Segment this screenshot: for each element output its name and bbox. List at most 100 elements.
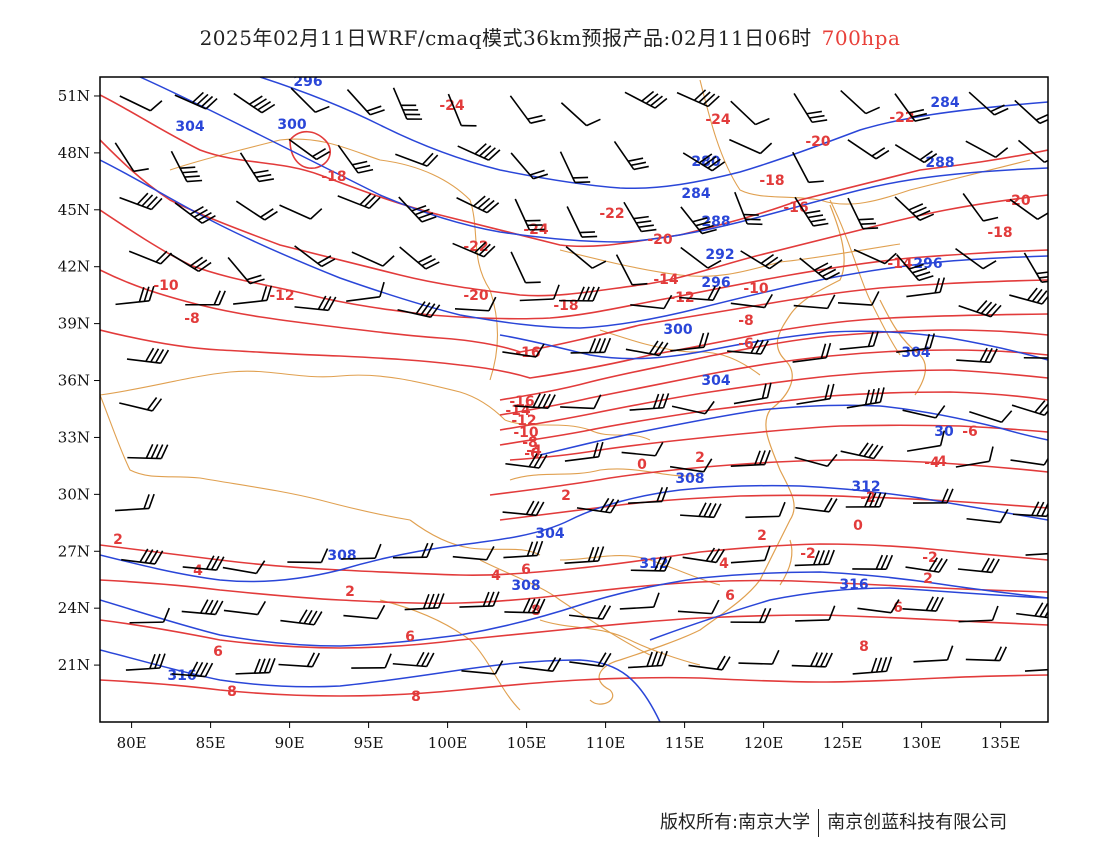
- wind-barb: [510, 152, 549, 180]
- map-title: 2025年02月11日WRF/cmaq模式36km预报产品:02月11日06时 7…: [0, 22, 1100, 51]
- wind-barb: [615, 254, 648, 286]
- temperature-label: -4: [924, 455, 940, 471]
- wind-barb: [619, 592, 660, 610]
- wind-barb: [624, 90, 668, 109]
- wind-barb: [399, 246, 440, 270]
- x-tick-label: 85E: [196, 734, 226, 752]
- wind-barb: [222, 560, 266, 575]
- wind-barbs: [114, 87, 1048, 678]
- wind-barb: [852, 554, 894, 570]
- wind-barb: [452, 241, 496, 258]
- wind-barb: [115, 285, 155, 306]
- wind-barb: [629, 393, 670, 411]
- temperature-label: -16: [515, 345, 540, 361]
- y-tick-label: 48N: [58, 144, 90, 162]
- wind-barb: [126, 347, 170, 365]
- wind-barb: [730, 608, 772, 624]
- height-label: 312: [851, 479, 880, 495]
- wind-barb: [958, 605, 999, 623]
- wind-barb: [840, 442, 884, 460]
- wind-barb: [792, 151, 824, 184]
- wind-barb: [294, 295, 337, 312]
- wind-barb: [404, 593, 445, 611]
- copyright-footer: 版权所有:南京大学 南京创蓝科技有限公司: [660, 808, 1007, 837]
- wind-barb: [740, 250, 783, 270]
- y-tick-label: 33N: [58, 428, 90, 446]
- wind-barb: [671, 400, 715, 415]
- y-axis-ticks: 51N 48N 45N 42N 39N 36N 33N 30N 27N 24N 21N: [58, 87, 100, 674]
- wind-barb: [682, 547, 725, 564]
- temperature-label: 2: [561, 488, 571, 504]
- wind-barb: [239, 152, 275, 183]
- wind-barb: [905, 557, 948, 573]
- wind-barb: [459, 591, 500, 608]
- y-tick-label: 51N: [58, 87, 90, 105]
- wind-barb: [792, 342, 832, 363]
- wind-barb: [1017, 139, 1048, 164]
- temperature-label: 0: [637, 457, 647, 473]
- wind-barb: [628, 650, 668, 669]
- wind-barb: [896, 333, 936, 354]
- wind-barb: [279, 204, 323, 220]
- wind-barb: [906, 430, 946, 452]
- wind-barb: [171, 661, 214, 678]
- wind-barb: [965, 646, 1008, 662]
- wind-barb: [392, 651, 435, 668]
- wind-barb: [729, 138, 773, 155]
- temperature-label: -14: [653, 272, 679, 288]
- temperature-label: -2: [800, 546, 816, 562]
- wind-barb: [502, 343, 545, 358]
- temperature-label: -20: [1005, 193, 1031, 209]
- wind-barb: [346, 88, 385, 116]
- temperature-label: 4: [193, 563, 203, 579]
- wind-barb: [351, 653, 392, 669]
- temperature-label: 4: [937, 454, 947, 470]
- temperature-label: -20: [805, 134, 831, 150]
- temperature-label: -10: [513, 425, 539, 441]
- wind-barb: [559, 286, 600, 302]
- wind-barb: [1023, 343, 1048, 359]
- temperature-label: -10: [153, 278, 179, 294]
- temperature-label: 8: [531, 603, 541, 619]
- wind-barb: [840, 89, 880, 115]
- wind-barb: [337, 144, 374, 174]
- wind-barb: [738, 649, 780, 665]
- wind-barb: [847, 197, 879, 230]
- wind-barb: [337, 193, 381, 210]
- footer-separator: [818, 809, 820, 837]
- wind-barb: [170, 150, 203, 183]
- wind-barb: [576, 497, 620, 514]
- wind-barb: [233, 92, 276, 114]
- wind-barb: [791, 652, 833, 668]
- height-label: 284: [930, 95, 959, 111]
- y-tick-label: 21N: [58, 656, 90, 674]
- wind-barb: [1025, 552, 1048, 556]
- x-tick-label: 135E: [981, 734, 1021, 752]
- temperature-label: -6: [738, 336, 754, 352]
- wind-barb: [962, 192, 999, 222]
- wind-barb: [227, 257, 265, 285]
- height-label: 296: [293, 74, 322, 90]
- wind-barb: [1016, 602, 1048, 619]
- y-tick-label: 30N: [58, 485, 90, 503]
- height-label: 288: [925, 155, 954, 171]
- temperature-label: 6: [725, 588, 735, 604]
- wind-barb: [745, 501, 786, 519]
- height-label: 316: [167, 668, 196, 684]
- wind-barb: [839, 331, 879, 351]
- wind-barb: [1009, 287, 1048, 305]
- y-tick-label: 24N: [58, 599, 90, 617]
- temperature-label: -22: [599, 206, 624, 222]
- temperature-label: 4: [491, 568, 501, 584]
- wind-barb: [115, 493, 155, 512]
- wind-barb: [278, 652, 321, 668]
- wind-barb: [128, 250, 173, 265]
- wind-barb: [395, 152, 439, 167]
- wind-barb: [793, 294, 836, 310]
- wind-barb: [793, 93, 828, 124]
- wind-barb: [457, 143, 501, 161]
- wind-barb: [564, 546, 605, 564]
- wind-barb: [343, 604, 386, 620]
- wind-barb: [847, 139, 890, 160]
